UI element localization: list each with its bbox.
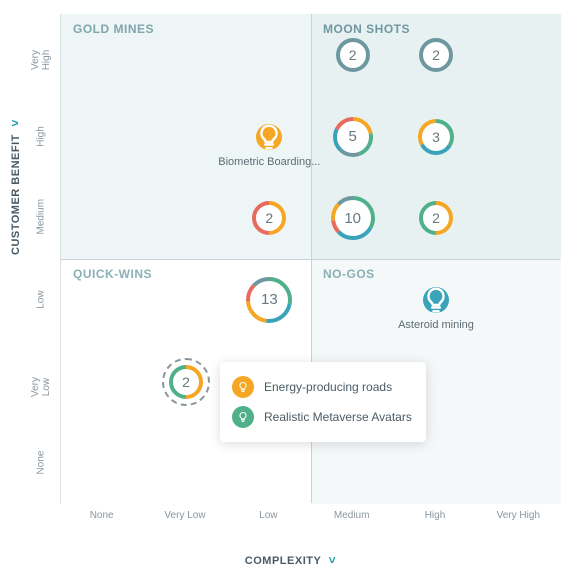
bubble[interactable]: 2 [419, 201, 453, 235]
x-tick-label: Medium [334, 510, 370, 521]
bubble[interactable]: 2 [169, 365, 203, 399]
chevron-down-icon: ˅ [8, 119, 22, 127]
x-tick-label: High [425, 510, 446, 521]
plot-area: GOLD MINES MOON SHOTS QUICK-WINS NO-GOS 2 2 Bi… [60, 14, 560, 504]
bulb-icon [232, 406, 254, 428]
y-axis-title[interactable]: CUSTOMER BENEFIT ˅ [8, 119, 22, 255]
tooltip-label: Realistic Metaverse Avatars [264, 410, 412, 424]
quadrant-label: MOON SHOTS [323, 22, 410, 36]
x-tick-label: Very High [497, 510, 540, 521]
quadrant-label: GOLD MINES [73, 22, 154, 36]
tooltip-item[interactable]: Energy-producing roads [232, 372, 412, 402]
tooltip: Energy-producing roads Realistic Metavers… [220, 362, 426, 442]
bulb-icon [232, 376, 254, 398]
quadrant-label: NO-GOS [323, 267, 375, 281]
y-axis-title-text: CUSTOMER BENEFIT [10, 134, 22, 255]
bubble[interactable]: 5 [333, 117, 373, 157]
bubble[interactable] [254, 122, 284, 152]
bubble[interactable]: 13 [246, 277, 292, 323]
y-tick-label: Very Low [30, 370, 52, 404]
bubble[interactable]: 10 [331, 196, 375, 240]
y-tick-label: None [36, 446, 47, 480]
x-axis-title[interactable]: COMPLEXITY ˅ [0, 553, 581, 567]
tooltip-item[interactable]: Realistic Metaverse Avatars [232, 402, 412, 432]
quadrant-chart: CUSTOMER BENEFIT ˅ GOLD MINES MOON SHOTS Q… [0, 0, 581, 573]
bubble[interactable]: 2 [419, 38, 453, 72]
tooltip-label: Energy-producing roads [264, 380, 392, 394]
y-tick-label: High [36, 119, 47, 153]
bubble-label: Asteroid mining [398, 319, 474, 331]
bubble[interactable]: 2 [252, 201, 286, 235]
y-tick-label: Low [36, 282, 47, 316]
bubble[interactable]: 2 [336, 38, 370, 72]
chevron-down-icon: ˅ [329, 553, 337, 567]
x-tick-label: Very Low [164, 510, 205, 521]
bubble[interactable]: 3 [418, 119, 454, 155]
bubble-label: Biometric Boarding... [218, 156, 320, 168]
bubble[interactable] [421, 285, 451, 315]
x-tick-label: Low [259, 510, 277, 521]
y-tick-label: Medium [36, 201, 47, 235]
midline-horizontal [61, 259, 560, 260]
quadrant-label: QUICK-WINS [73, 267, 152, 281]
y-tick-label: Very High [30, 43, 52, 77]
x-axis-title-text: COMPLEXITY [245, 555, 321, 567]
x-tick-label: None [90, 510, 114, 521]
